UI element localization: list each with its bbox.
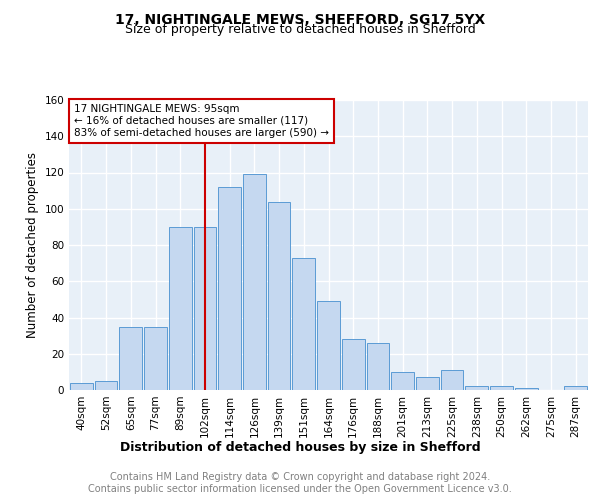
Bar	[466, 386, 488, 390]
Bar	[342, 339, 365, 390]
Bar	[391, 372, 414, 390]
Bar	[268, 202, 290, 390]
Text: Contains public sector information licensed under the Open Government Licence v3: Contains public sector information licen…	[88, 484, 512, 494]
Text: 17, NIGHTINGALE MEWS, SHEFFORD, SG17 5YX: 17, NIGHTINGALE MEWS, SHEFFORD, SG17 5YX	[115, 12, 485, 26]
Bar	[144, 326, 167, 390]
Bar	[367, 343, 389, 390]
Bar	[218, 187, 241, 390]
Bar	[515, 388, 538, 390]
Bar	[169, 227, 191, 390]
Bar	[243, 174, 266, 390]
Text: 17 NIGHTINGALE MEWS: 95sqm
← 16% of detached houses are smaller (117)
83% of sem: 17 NIGHTINGALE MEWS: 95sqm ← 16% of deta…	[74, 104, 329, 138]
Bar	[194, 227, 216, 390]
Bar	[70, 383, 93, 390]
Text: Distribution of detached houses by size in Shefford: Distribution of detached houses by size …	[119, 441, 481, 454]
Text: Size of property relative to detached houses in Shefford: Size of property relative to detached ho…	[125, 22, 475, 36]
Bar	[292, 258, 315, 390]
Bar	[564, 386, 587, 390]
Bar	[416, 378, 439, 390]
Bar	[490, 386, 513, 390]
Bar	[95, 381, 118, 390]
Bar	[119, 326, 142, 390]
Text: Contains HM Land Registry data © Crown copyright and database right 2024.: Contains HM Land Registry data © Crown c…	[110, 472, 490, 482]
Y-axis label: Number of detached properties: Number of detached properties	[26, 152, 39, 338]
Bar	[441, 370, 463, 390]
Bar	[317, 301, 340, 390]
